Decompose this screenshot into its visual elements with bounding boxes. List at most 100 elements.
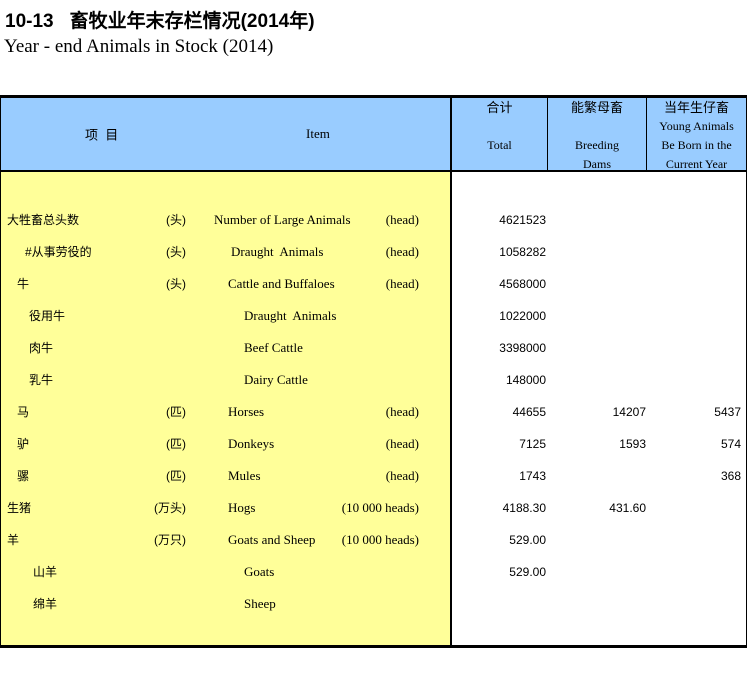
table-row: 驴 (匹) Donkeys (head) 7125 1593 574 <box>1 428 746 460</box>
item-name-cn: 牛 <box>17 277 30 291</box>
value-breeding-dams <box>549 332 646 364</box>
item-unit-en <box>329 332 419 364</box>
value-young-animals <box>649 236 741 268</box>
table-row: 生猪 (万头) Hogs (10 000 heads) 4188.30 431.60 <box>1 492 746 524</box>
table-row: 牛 (头) Cattle and Buffaloes (head) 4568000 <box>1 268 746 300</box>
table-row: 山羊 Goats 529.00 <box>1 556 746 588</box>
item-unit-cn <box>121 556 186 588</box>
item-name-en: Hogs <box>228 500 256 515</box>
header-item-label-en: Item <box>306 126 330 141</box>
value-total: 148000 <box>505 373 546 387</box>
item-name-en: Mules <box>228 468 261 483</box>
header-dams-line <box>548 117 646 136</box>
item-name-cn: 绵羊 <box>33 597 58 611</box>
item-unit-en: (head) <box>385 404 419 419</box>
value-breeding-dams <box>549 236 646 268</box>
value-breeding-dams <box>549 460 646 492</box>
value-young-animals <box>649 556 741 588</box>
value-breeding-dams <box>549 588 646 620</box>
header-cell-item: 项 目 Item <box>1 98 452 170</box>
header-cell-breeding-dams: 能繁母畜 Breeding Dams <box>548 98 647 170</box>
page-title-cn: 10-13 畜牧业年末存栏情况(2014年) <box>5 6 315 33</box>
item-unit-cn <box>121 332 186 364</box>
table-row: 马 (匹) Horses (head) 44655 14207 5437 <box>1 396 746 428</box>
header-item-label-cn: 项 目 <box>85 127 119 143</box>
value-breeding-dams <box>549 300 646 332</box>
value-young-animals <box>649 204 741 236</box>
value-total: 4568000 <box>499 277 546 291</box>
header-young-line: 当年生仔畜 <box>663 100 729 115</box>
header-total-line <box>452 155 547 170</box>
item-name-en: Sheep <box>244 596 276 611</box>
header-cell-total: 合计 Total <box>452 98 548 170</box>
value-breeding-dams: 431.60 <box>609 501 646 515</box>
item-name-en: Dairy Cattle <box>244 372 308 387</box>
item-name-en: Horses <box>228 404 265 419</box>
item-name-cn: 生猪 <box>7 501 32 515</box>
item-unit-cn: (万头) <box>154 501 186 515</box>
value-young-animals <box>649 268 741 300</box>
value-young-animals: 5437 <box>714 405 741 419</box>
item-name-en: Goats <box>244 564 275 579</box>
table-row: 羊 (万只) Goats and Sheep (10 000 heads) 529.00 <box>1 524 746 556</box>
header-total-line: Total <box>487 138 512 152</box>
value-total: 7125 <box>519 437 546 451</box>
header-young-line: Current Year <box>665 157 728 170</box>
item-unit-en <box>329 556 419 588</box>
table-row: 肉牛 Beef Cattle 3398000 <box>1 332 746 364</box>
item-unit-en <box>329 300 419 332</box>
table-row: #从事劳役的 (头) Draught Animals (head) 1058282 <box>1 236 746 268</box>
header-dams-line: 能繁母畜 <box>570 100 623 115</box>
item-unit-en: (head) <box>385 468 419 483</box>
table-row: 骡 (匹) Mules (head) 1743 368 <box>1 460 746 492</box>
value-total: 4621523 <box>499 213 546 227</box>
item-unit-en: (head) <box>385 212 419 227</box>
value-breeding-dams <box>549 524 646 556</box>
value-total: 1743 <box>519 469 546 483</box>
item-unit-en: (head) <box>385 244 419 259</box>
value-young-animals <box>649 332 741 364</box>
value-breeding-dams <box>549 364 646 396</box>
item-unit-cn: (匹) <box>166 437 186 451</box>
item-unit-cn <box>121 588 186 620</box>
item-unit-cn <box>121 364 186 396</box>
item-unit-en: (head) <box>385 276 419 291</box>
stock-table: 项 目 Item 合计 Total 能繁母畜 Breeding Dams 当年生… <box>0 95 747 648</box>
item-name-en: Draught Animals <box>244 308 337 323</box>
item-unit-cn <box>121 300 186 332</box>
value-young-animals <box>649 492 741 524</box>
item-unit-cn: (头) <box>166 245 186 259</box>
value-total: 3398000 <box>499 341 546 355</box>
header-cell-young-animals: 当年生仔畜 Young Animals Be Born in the Curre… <box>647 98 746 170</box>
item-unit-en <box>329 588 419 620</box>
header-young-line: Young Animals <box>659 119 734 133</box>
value-total <box>452 588 546 620</box>
table-header: 项 目 Item 合计 Total 能繁母畜 Breeding Dams 当年生… <box>1 98 746 172</box>
value-breeding-dams <box>549 556 646 588</box>
value-total: 1058282 <box>499 245 546 259</box>
item-unit-en <box>329 364 419 396</box>
item-unit-en: (10 000 heads) <box>341 500 419 515</box>
value-young-animals <box>649 524 741 556</box>
item-unit-cn: (头) <box>166 277 186 291</box>
header-dams-line: Dams <box>583 157 611 170</box>
item-unit-en: (10 000 heads) <box>341 532 419 547</box>
value-breeding-dams <box>549 268 646 300</box>
item-name-en: Beef Cattle <box>244 340 303 355</box>
value-total: 4188.30 <box>502 501 546 515</box>
table-row: 乳牛 Dairy Cattle 148000 <box>1 364 746 396</box>
value-total: 529.00 <box>509 533 546 547</box>
item-unit-cn: (匹) <box>166 405 186 419</box>
value-young-animals <box>649 300 741 332</box>
item-name-en: Draught Animals <box>231 244 324 259</box>
table-number: 10-13 <box>5 11 54 32</box>
header-young-line: Be Born in the <box>661 138 732 152</box>
table-row: 绵羊 Sheep <box>1 588 746 620</box>
table-row: 役用牛 Draught Animals 1022000 <box>1 300 746 332</box>
value-breeding-dams: 1593 <box>619 437 646 451</box>
item-name-cn: 肉牛 <box>29 341 54 355</box>
item-name-en: Goats and Sheep <box>228 532 316 547</box>
item-name-en: Donkeys <box>228 436 275 451</box>
value-young-animals <box>649 364 741 396</box>
